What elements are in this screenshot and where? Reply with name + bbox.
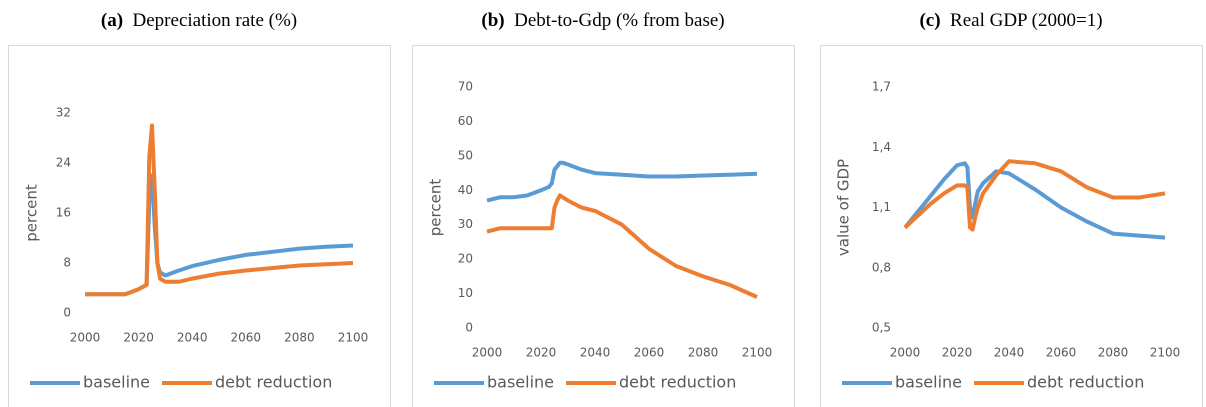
panel-frame	[820, 45, 1203, 407]
panel-title: Debt-to-Gdp (% from base)	[514, 10, 725, 31]
panel-title: Depreciation rate (%)	[133, 10, 298, 31]
x-tick-label: 2080	[1098, 346, 1129, 360]
x-tick-label: 2080	[284, 331, 315, 345]
y-tick-label: 70	[458, 80, 473, 94]
panel-label: (b)	[481, 10, 504, 31]
x-tick-label: 2080	[688, 346, 719, 360]
y-tick-label: 1,4	[872, 140, 891, 154]
panel-frame	[412, 45, 795, 407]
y-tick-label: 0,5	[872, 321, 891, 335]
panel-caption: (b) Debt-to-Gdp (% from base)	[481, 10, 724, 31]
y-tick-label: 16	[56, 206, 71, 220]
panel-label: (c)	[919, 10, 940, 31]
panel-caption: (c) Real GDP (2000=1)	[919, 10, 1102, 31]
legend-label: baseline	[487, 373, 554, 392]
y-tick-label: 50	[458, 148, 473, 162]
x-tick-label: 2000	[472, 346, 503, 360]
legend-label: debt reduction	[1027, 373, 1144, 392]
x-tick-label: 2040	[580, 346, 611, 360]
x-tick-label: 2020	[123, 331, 154, 345]
legend-label: baseline	[895, 373, 962, 392]
panel-frame	[8, 45, 391, 407]
x-tick-label: 2100	[742, 346, 773, 360]
y-tick-label: 32	[56, 106, 71, 120]
x-tick-label: 2060	[231, 331, 262, 345]
y-tick-label: 1,7	[872, 80, 891, 94]
legend-label: baseline	[83, 373, 150, 392]
y-tick-label: 1,1	[872, 200, 891, 214]
series-line	[85, 173, 354, 297]
y-axis-title: value of GDP	[835, 159, 853, 256]
y-tick-label: 8	[63, 256, 71, 270]
x-tick-label: 2060	[1046, 346, 1077, 360]
x-tick-label: 2020	[526, 346, 557, 360]
y-tick-label: 30	[458, 217, 473, 231]
y-tick-label: 40	[458, 183, 473, 197]
series-line	[903, 161, 1166, 240]
series-line	[486, 193, 758, 299]
panel-title: Real GDP (2000=1)	[950, 10, 1103, 31]
series-line	[903, 159, 1166, 232]
x-tick-label: 2100	[338, 331, 369, 345]
y-tick-label: 20	[458, 252, 473, 266]
y-tick-label: 60	[458, 114, 473, 128]
legend-label: debt reduction	[215, 373, 332, 392]
y-axis-title: percent	[427, 179, 445, 237]
y-tick-label: 10	[458, 286, 473, 300]
y-tick-label: 0,8	[872, 260, 891, 274]
x-tick-label: 2040	[994, 346, 1025, 360]
x-tick-label: 2040	[177, 331, 208, 345]
legend-label: debt reduction	[619, 373, 736, 392]
series-line	[486, 160, 758, 203]
y-tick-label: 24	[56, 156, 71, 170]
x-tick-label: 2060	[634, 346, 665, 360]
y-axis-title: percent	[23, 184, 41, 242]
y-tick-label: 0	[63, 306, 71, 320]
panel-label: (a)	[101, 10, 123, 31]
panel-caption: (a) Depreciation rate (%)	[101, 10, 297, 31]
y-tick-label: 0	[465, 321, 473, 335]
x-tick-label: 2100	[1150, 346, 1181, 360]
series-line	[85, 123, 354, 297]
x-tick-label: 2000	[70, 331, 101, 345]
x-tick-label: 2000	[890, 346, 921, 360]
x-tick-label: 2020	[942, 346, 973, 360]
